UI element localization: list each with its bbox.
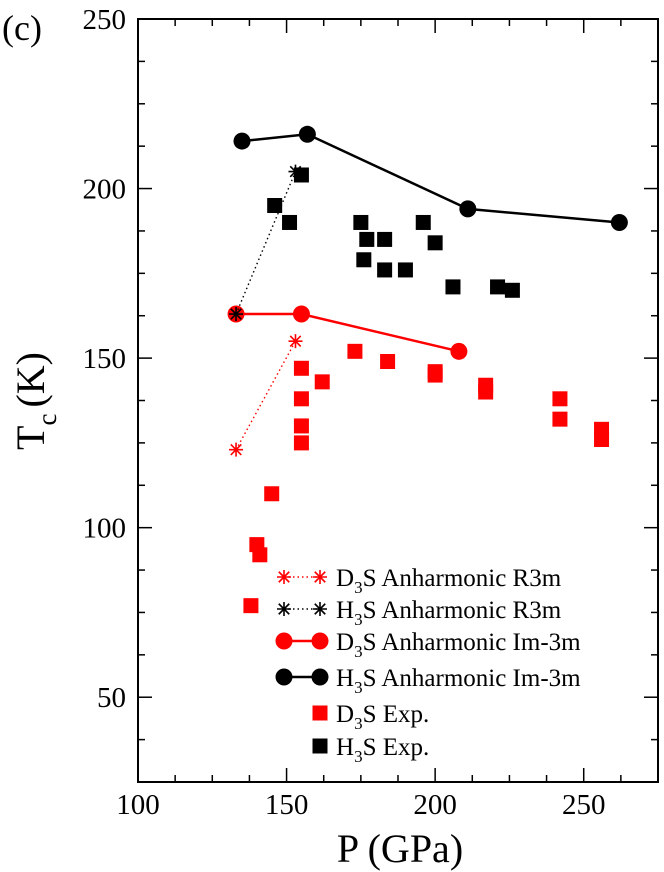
y-tick-label: 150 <box>83 343 127 375</box>
data-point <box>288 334 303 349</box>
series-h3s_exp <box>267 167 520 298</box>
legend-marker <box>277 570 291 584</box>
series-h3s_im3m <box>233 125 628 231</box>
legend-item-d3s_im3m: D3S Anharmonic Im-3m <box>275 629 581 661</box>
legend-marker <box>311 632 329 650</box>
legend-marker <box>312 705 328 721</box>
legend-marker <box>275 632 293 650</box>
data-point <box>450 342 468 360</box>
data-point <box>229 442 244 457</box>
data-point <box>293 360 309 376</box>
x-axis-label: P (GPa) <box>337 826 463 871</box>
legend-label: H3S Anharmonic R3m <box>336 597 562 629</box>
data-point <box>415 214 431 230</box>
x-tick-label: 150 <box>265 789 309 821</box>
legend-label: D3S Anharmonic Im-3m <box>336 629 581 661</box>
data-point <box>490 279 506 295</box>
data-point <box>229 307 244 322</box>
panel-label: (c) <box>2 8 42 48</box>
legend-marker <box>312 738 328 754</box>
y-tick-label: 250 <box>83 4 127 36</box>
y-axis-label-main: T <box>8 426 53 450</box>
data-point <box>359 231 375 247</box>
data-point <box>267 198 283 214</box>
legend-label: D3S Anharmonic R3m <box>336 565 562 597</box>
data-point <box>282 214 298 230</box>
series-h3s_r3m <box>229 164 303 322</box>
legend-item-d3s_r3m: D3S Anharmonic R3m <box>277 565 562 597</box>
data-point <box>478 384 494 400</box>
data-point <box>594 431 610 447</box>
x-tick-label: 250 <box>562 789 606 821</box>
data-point <box>252 547 268 563</box>
data-point <box>347 343 363 359</box>
y-tick-label: 100 <box>83 513 127 545</box>
x-tick-label: 200 <box>413 789 457 821</box>
series-line <box>241 133 620 224</box>
data-point <box>353 214 369 230</box>
x-tick-label: 100 <box>116 789 160 821</box>
data-point <box>445 279 461 295</box>
data-point <box>427 367 443 383</box>
legend-item-d3s_exp: D3S Exp. <box>312 701 429 733</box>
y-axis-label-unit: (K) <box>8 352 53 408</box>
data-point <box>377 231 393 247</box>
y-tick-label: 200 <box>83 174 127 206</box>
data-point <box>552 391 568 407</box>
data-point <box>293 418 309 434</box>
legend-item-h3s_im3m: H3S Anharmonic Im-3m <box>275 665 581 697</box>
data-point <box>459 200 477 218</box>
y-tick-label: 50 <box>97 682 126 714</box>
legend-label: H3S Exp. <box>336 734 429 766</box>
y-axis-label-sub: c <box>32 414 62 426</box>
axis-ticks <box>137 18 659 783</box>
data-point <box>427 235 443 251</box>
data-point <box>293 391 309 407</box>
data-point <box>552 411 568 427</box>
data-point <box>380 354 396 370</box>
series-line <box>235 340 297 451</box>
data-point <box>314 374 330 390</box>
data-point <box>288 164 303 179</box>
data-point <box>610 213 628 231</box>
legend-marker <box>311 668 329 686</box>
data-point <box>233 132 251 150</box>
legend-label: D3S Exp. <box>336 701 429 733</box>
y-axis-label: Tc (K) <box>8 352 62 450</box>
legend-item-h3s_exp: H3S Exp. <box>312 734 429 766</box>
legend-marker <box>275 668 293 686</box>
axis-tick-labels: 100 150 200 250 50 100 150 200 250 <box>83 4 606 821</box>
data-point <box>377 262 393 278</box>
data-point <box>264 486 280 502</box>
series-d3s_exp <box>243 343 610 614</box>
legend-marker <box>313 602 327 616</box>
legend-label: H3S Anharmonic Im-3m <box>336 665 581 697</box>
data-point <box>298 125 316 143</box>
data-point <box>292 305 310 323</box>
legend-item-h3s_r3m: H3S Anharmonic R3m <box>277 597 562 629</box>
series-layer <box>227 125 628 614</box>
data-point <box>504 282 520 298</box>
data-point <box>243 598 259 614</box>
series-line <box>235 171 297 315</box>
data-point <box>397 262 413 278</box>
data-point <box>356 252 372 268</box>
legend-marker <box>313 570 327 584</box>
data-point <box>293 435 309 451</box>
series-d3s_r3m <box>229 334 303 457</box>
legend-marker <box>277 602 291 616</box>
